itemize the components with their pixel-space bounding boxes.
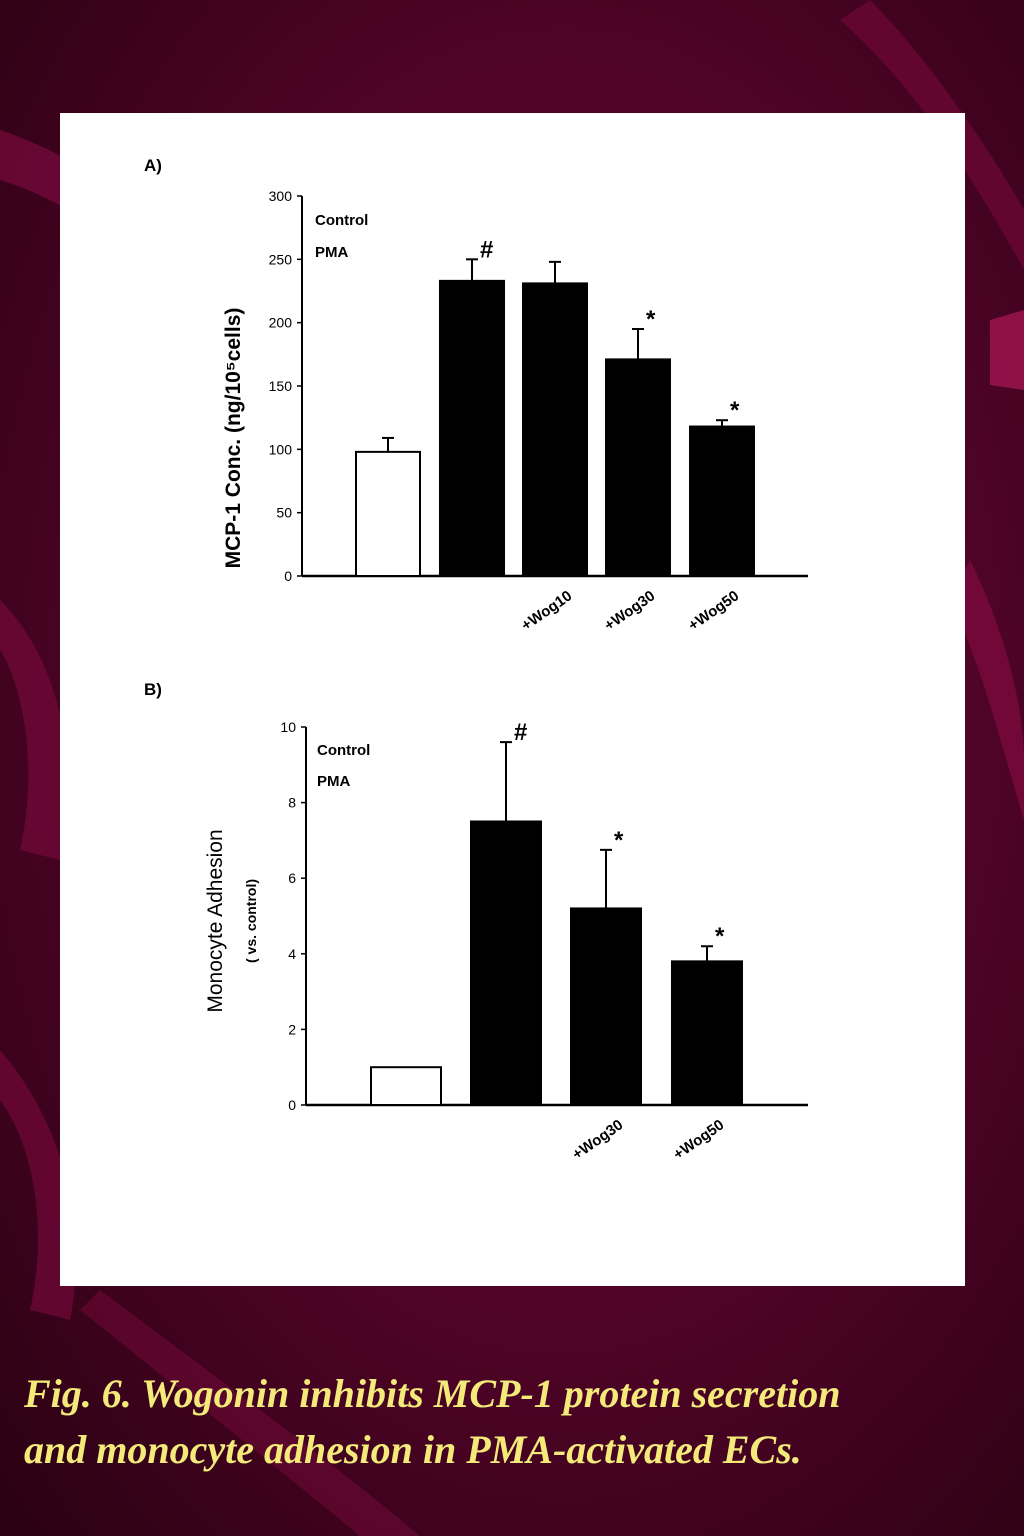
chart-b-plot: 0 2 4 6 8 10 # * +Wog30 * +Wog50 [280, 719, 808, 1163]
chart-a-y-tick-label: 300 [269, 188, 293, 204]
chart-a-bar [689, 425, 755, 577]
chart-a-significance-marker: * [646, 306, 656, 333]
chart-b-y-tick-label: 2 [288, 1021, 296, 1037]
chart-b-y-tick-label: 0 [288, 1097, 296, 1113]
chart-b-y-tick-label: 4 [288, 946, 296, 962]
chart-a-y-tick-label: 100 [269, 441, 293, 457]
chart-a-significance-marker: * [730, 397, 740, 424]
chart-b-bar [470, 820, 542, 1106]
chart-b-ylabel: Monocyte Adhesion [204, 829, 227, 1012]
chart-b-y-tick-label: 6 [288, 870, 296, 886]
chart-a-y-tick-label: 50 [276, 505, 292, 521]
chart-a-label: A) [144, 156, 162, 175]
chart-a-plot: 0 50 100 150 200 250 300 # +Wog10 * +Wog30 * +Wog50 [269, 188, 808, 634]
chart-b-bar [570, 907, 642, 1106]
chart-b: B) Monocyte Adhesion ( vs. control) Cont… [144, 680, 808, 1163]
chart-a-y-tick-label: 0 [284, 568, 292, 584]
chart-a: A) MCP-1 Conc. (ng/10⁵cells) Control PMA… [144, 156, 808, 634]
chart-b-ylabel2: ( vs. control) [243, 879, 259, 963]
chart-a-category-label: +Wog10 [518, 587, 575, 634]
chart-b-significance-marker: # [514, 719, 527, 746]
caption-line-1: Fig. 6. Wogonin inhibits MCP-1 protein s… [24, 1371, 841, 1416]
chart-b-y-tick-label: 10 [280, 719, 296, 735]
chart-b-category-label: +Wog30 [569, 1116, 626, 1163]
figure-panel: A) MCP-1 Conc. (ng/10⁵cells) Control PMA… [60, 113, 965, 1286]
chart-b-significance-marker: * [715, 923, 725, 950]
chart-a-bar [355, 450, 421, 577]
chart-b-label: B) [144, 680, 162, 699]
chart-a-legend-control: Control [315, 212, 368, 229]
chart-a-ylabel: MCP-1 Conc. (ng/10⁵cells) [222, 308, 245, 569]
chart-a-y-tick-label: 250 [269, 251, 293, 267]
chart-a-bar [605, 358, 671, 577]
chart-b-legend-control: Control [317, 742, 370, 759]
chart-b-bar [671, 960, 743, 1106]
chart-a-bar [522, 282, 588, 577]
figure-svg: A) MCP-1 Conc. (ng/10⁵cells) Control PMA… [144, 156, 808, 1163]
chart-b-bar [370, 1066, 442, 1107]
chart-b-significance-marker: * [614, 827, 624, 854]
figure-caption: Fig. 6. Wogonin inhibits MCP-1 protein s… [24, 1366, 1004, 1478]
chart-b-y-tick-label: 8 [288, 795, 296, 811]
chart-a-y-tick-label: 150 [269, 378, 293, 394]
chart-a-y-tick-label: 200 [269, 315, 293, 331]
chart-a-category-label: +Wog30 [601, 587, 658, 634]
chart-a-category-label: +Wog50 [685, 587, 742, 634]
chart-a-legend-pma: PMA [315, 244, 349, 261]
chart-b-legend-pma: PMA [317, 773, 351, 790]
caption-line-2: and monocyte adhesion in PMA-activated E… [24, 1427, 802, 1472]
chart-a-significance-marker: # [480, 236, 493, 263]
chart-a-bar [439, 279, 505, 577]
chart-b-category-label: +Wog50 [670, 1116, 727, 1163]
